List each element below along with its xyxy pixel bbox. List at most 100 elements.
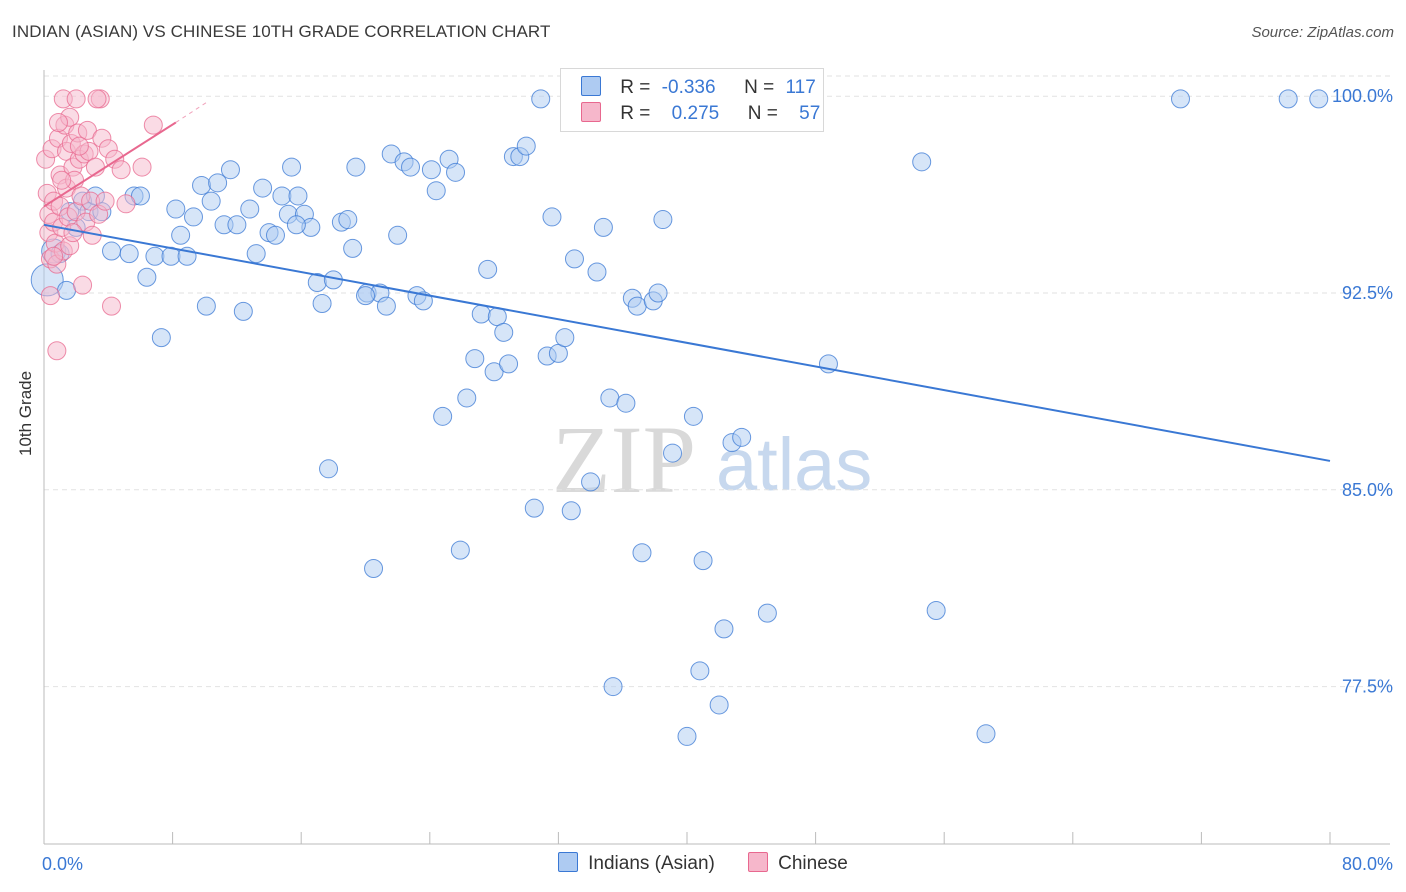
trend-lines [43,101,1331,462]
data-point [196,296,216,316]
data-point [433,406,453,426]
data-point [1171,89,1191,109]
data-point [446,162,466,182]
x-tick-label-max: 80.0% [1342,854,1393,874]
data-point [95,191,115,211]
data-point [478,259,498,279]
data-point [471,304,491,324]
data-point [581,472,601,492]
data-point [484,362,504,382]
data-point [499,354,519,374]
legend-r-label: R = [620,103,651,124]
legend-row-indians: R = -0.336 N = 117 [581,76,816,100]
data-point [364,559,384,579]
data-point [663,443,683,463]
data-point [111,160,131,180]
y-tick-label: 92.5% [1342,283,1393,303]
data-point [1309,89,1329,109]
data-point [66,89,86,109]
data-point [732,427,752,447]
data-point [531,89,551,109]
data-point [69,136,89,156]
data-point [87,89,107,109]
data-point [137,267,157,287]
data-point [587,262,607,282]
legend-item-indians[interactable]: Indians (Asian) [558,852,715,875]
data-point [272,186,292,206]
data-point [388,225,408,245]
data-point [600,388,620,408]
trend-line-chinese [43,121,177,208]
data-point [677,726,697,746]
data-point [282,157,302,177]
data-point [632,543,652,563]
data-point [346,157,366,177]
series-indians-asian [30,89,1329,746]
data-point [233,301,253,321]
legend-n-value: 117 [785,77,816,98]
data-point [132,157,152,177]
data-point [926,600,946,620]
data-point [465,349,485,369]
legend-swatch-chinese [748,852,769,872]
grid-lines [44,75,1390,688]
bottom-legend: Indians (Asian) Chinese [0,852,1406,875]
data-point [208,173,228,193]
data-point [265,225,285,245]
legend-n-label: N = [747,103,778,124]
legend-r-value: -0.336 [661,77,716,98]
data-point [312,294,332,314]
legend-swatch-chinese [581,102,601,122]
legend-r-label: R = [620,77,651,98]
data-point [714,619,734,639]
data-point [220,160,240,180]
legend-row-chinese: R = 0.275 N = 57 [581,102,820,126]
data-point [240,199,260,219]
data-point [288,186,308,206]
data-point [192,175,212,195]
source-credit: Source: ZipAtlas.com [1251,24,1394,41]
chart-title: INDIAN (ASIAN) VS CHINESE 10TH GRADE COR… [12,22,551,41]
data-point [426,181,446,201]
data-point [593,217,613,237]
data-point [653,210,673,230]
data-point [1278,89,1298,109]
data-point [227,215,247,235]
data-point [709,695,729,715]
data-point [166,199,186,219]
data-point [976,724,996,744]
x-tick-label-min: 0.0% [42,854,83,874]
legend-item-chinese[interactable]: Chinese [748,852,848,875]
data-point [286,215,306,235]
data-point [516,136,536,156]
data-point [648,283,668,303]
data-point [564,249,584,269]
data-point [47,341,67,361]
watermark: ZIP atlas [552,406,872,513]
data-point [561,501,581,521]
legend-swatch-indians [558,852,579,872]
data-point [494,322,514,342]
data-point [683,406,703,426]
data-point [171,225,191,245]
data-point [421,160,441,180]
data-point [253,178,273,198]
data-point [130,186,150,206]
legend-n-label: N = [744,77,775,98]
data-point [690,661,710,681]
y-tick-label: 85.0% [1342,480,1393,500]
y-tick-labels: 77.5% 85.0% 92.5% 100.0% [1332,86,1393,696]
data-point [52,170,72,190]
data-point [413,291,433,311]
data-point [151,328,171,348]
legend-swatch-indians [581,76,601,96]
data-point [555,328,575,348]
data-point [319,459,339,479]
legend-label-indians: Indians (Asian) [588,853,715,874]
trend-line-chinese-extension [175,101,209,123]
data-point [44,246,64,266]
data-point [145,246,165,266]
data-point [524,498,544,518]
data-point [616,393,636,413]
